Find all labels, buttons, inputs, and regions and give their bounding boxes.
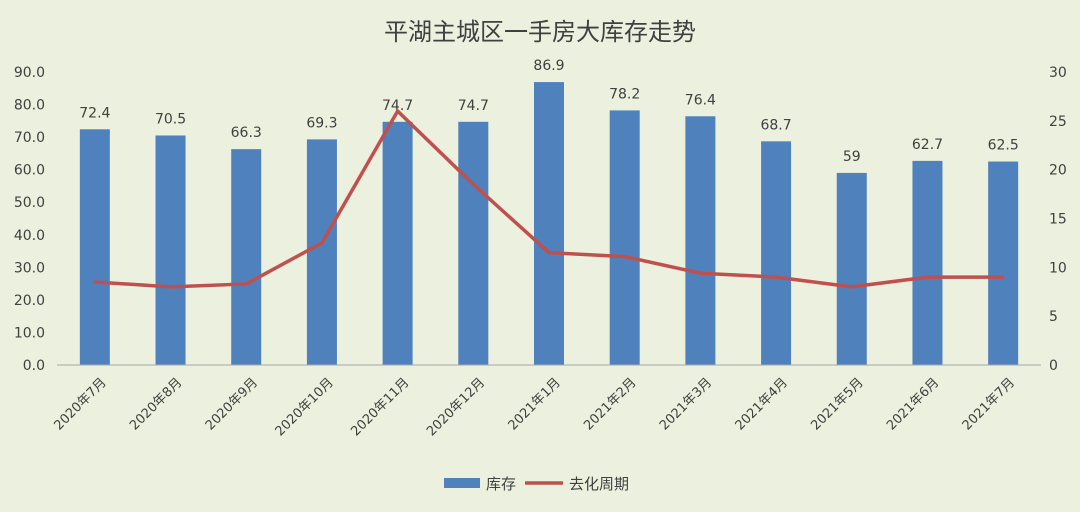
bar bbox=[155, 135, 186, 365]
left-tick-label: 60.0 bbox=[14, 163, 45, 179]
x-tick-label: 2021年1月 bbox=[506, 375, 564, 433]
left-tick-label: 90.0 bbox=[14, 65, 45, 81]
right-tick-label: 25 bbox=[1049, 114, 1067, 130]
left-tick-label: 40.0 bbox=[14, 228, 45, 244]
line-point bbox=[93, 280, 97, 284]
bar-data-label: 62.5 bbox=[988, 138, 1019, 154]
line-point bbox=[169, 285, 173, 289]
x-tick-label: 2021年7月 bbox=[960, 375, 1018, 433]
bar-data-label: 66.3 bbox=[231, 125, 262, 141]
line-point bbox=[320, 241, 324, 245]
right-tick-label: 15 bbox=[1049, 212, 1067, 228]
bar bbox=[988, 161, 1019, 365]
line-series bbox=[93, 109, 1005, 289]
bar-data-label: 69.3 bbox=[306, 115, 337, 131]
x-tick-label: 2021年3月 bbox=[657, 375, 715, 433]
left-tick-label: 10.0 bbox=[14, 325, 45, 341]
bar bbox=[79, 129, 110, 365]
bar-data-label: 74.7 bbox=[382, 98, 413, 114]
line-point bbox=[623, 255, 627, 259]
bar-data-label: 62.7 bbox=[912, 137, 943, 153]
bar bbox=[836, 172, 867, 365]
line-point bbox=[547, 251, 551, 255]
left-tick-label: 20.0 bbox=[14, 293, 45, 309]
bar-data-label: 74.7 bbox=[458, 98, 489, 114]
bar-data-label: 59 bbox=[843, 149, 861, 165]
left-tick-label: 0.0 bbox=[23, 358, 45, 374]
legend-label-line: 去化周期 bbox=[569, 475, 629, 493]
bar bbox=[761, 141, 792, 365]
line-point bbox=[850, 285, 854, 289]
left-axis-ticks: 0.0 10.0 20.0 30.0 40.0 50.0 60.0 70.0 80.0 90.0 bbox=[14, 65, 45, 374]
bar bbox=[458, 121, 489, 365]
bar-series bbox=[79, 82, 1019, 365]
left-tick-label: 50.0 bbox=[14, 195, 45, 211]
x-tick-label: 2020年9月 bbox=[203, 375, 261, 433]
bar bbox=[306, 139, 337, 365]
bar bbox=[609, 110, 640, 365]
right-axis-ticks: 0 5 10 15 20 25 30 bbox=[1049, 65, 1067, 374]
bar-data-label: 72.4 bbox=[79, 105, 110, 121]
legend-label-bar: 库存 bbox=[486, 475, 516, 493]
left-tick-label: 70.0 bbox=[14, 130, 45, 146]
line-point bbox=[1001, 275, 1005, 279]
line-point bbox=[471, 182, 475, 186]
right-tick-label: 20 bbox=[1049, 163, 1067, 179]
x-tick-label: 2020年10月 bbox=[273, 375, 337, 439]
right-tick-label: 30 bbox=[1049, 65, 1067, 81]
bar bbox=[685, 116, 716, 365]
x-tick-label: 2020年7月 bbox=[51, 375, 109, 433]
x-tick-label: 2021年5月 bbox=[808, 375, 866, 433]
x-tick-label: 2021年6月 bbox=[884, 375, 942, 433]
chart-title: 平湖主城区一手房大库存走势 bbox=[384, 18, 696, 46]
legend: 库存 去化周期 bbox=[444, 475, 629, 493]
bar-data-label: 70.5 bbox=[155, 111, 186, 127]
bar-data-labels: 72.4 70.5 66.3 69.3 74.7 74.7 86.9 78.2 76.4 68.7… bbox=[79, 58, 1018, 165]
bar-data-label: 86.9 bbox=[533, 58, 564, 74]
line-point bbox=[925, 275, 929, 279]
line-point bbox=[396, 109, 400, 113]
bar-data-label: 76.4 bbox=[685, 92, 716, 108]
left-tick-label: 30.0 bbox=[14, 260, 45, 276]
x-tick-label: 2020年12月 bbox=[424, 375, 488, 439]
x-tick-label: 2021年2月 bbox=[581, 375, 639, 433]
right-tick-label: 5 bbox=[1049, 309, 1058, 325]
left-tick-label: 80.0 bbox=[14, 98, 45, 114]
line-point bbox=[244, 282, 248, 286]
x-axis-ticks: 2020年7月 2020年8月 2020年9月 2020年10月 2020年11月 202… bbox=[51, 375, 1018, 439]
line-point bbox=[698, 271, 702, 275]
legend-swatch-bar bbox=[444, 478, 480, 488]
bar-data-label: 78.2 bbox=[609, 86, 640, 102]
right-tick-label: 10 bbox=[1049, 260, 1067, 276]
bar bbox=[534, 82, 564, 365]
bar bbox=[912, 160, 943, 365]
x-tick-label: 2021年4月 bbox=[733, 375, 791, 433]
x-tick-label: 2020年11月 bbox=[348, 375, 412, 439]
right-tick-label: 0 bbox=[1049, 358, 1058, 374]
x-tick-label: 2020年8月 bbox=[127, 375, 185, 433]
line-point bbox=[774, 275, 778, 279]
bar-data-label: 68.7 bbox=[760, 117, 791, 133]
bar bbox=[231, 149, 262, 365]
bar bbox=[382, 121, 413, 365]
